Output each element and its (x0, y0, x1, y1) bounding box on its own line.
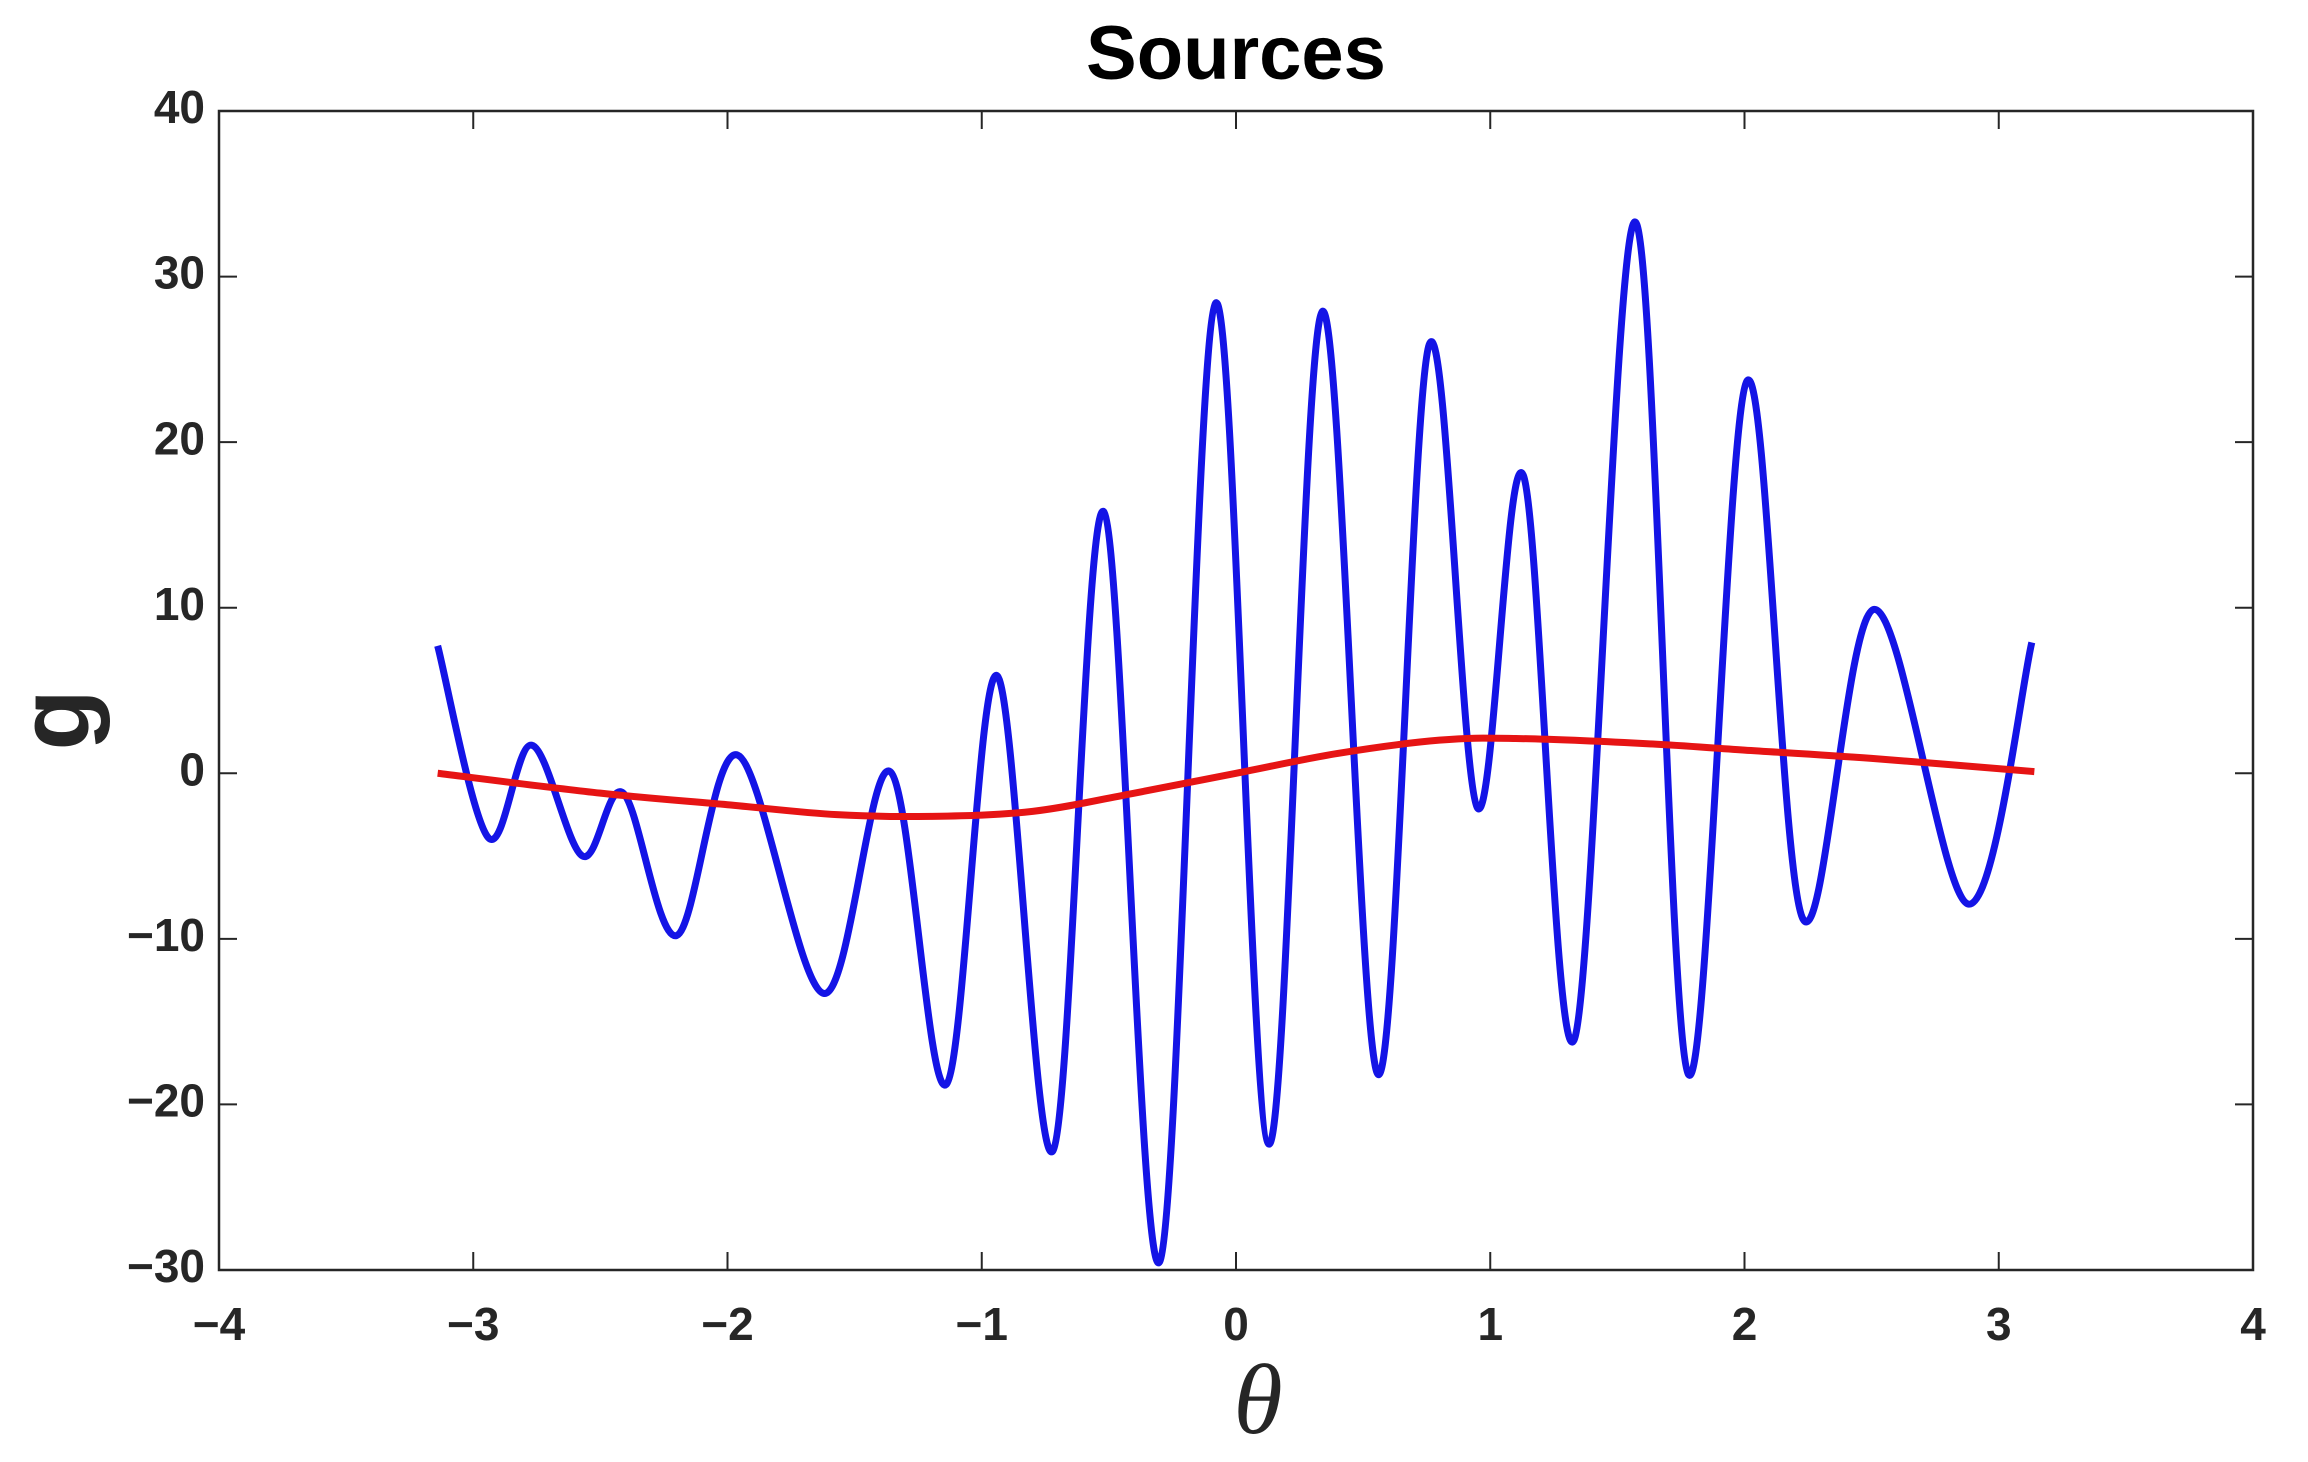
y-tick-label: −20 (127, 1075, 205, 1127)
y-tick-label: 10 (154, 578, 205, 630)
chart-title: Sources (1086, 11, 1386, 96)
y-tick-label: −10 (127, 909, 205, 961)
x-tick-label: −4 (193, 1298, 246, 1350)
y-tick-label: 40 (154, 81, 205, 133)
y-tick-label: 0 (179, 743, 205, 795)
x-tick-label: 2 (1732, 1298, 1758, 1350)
x-tick-label: 3 (1986, 1298, 2012, 1350)
plot-frame (217, 109, 2255, 1272)
data-line (437, 734, 2035, 821)
y-axis-label: g (0, 689, 110, 750)
data-line (434, 218, 2036, 1267)
x-tick-label: 0 (1223, 1298, 1249, 1350)
x-tick-label: −1 (956, 1298, 1008, 1350)
x-tick-label: 1 (1477, 1298, 1503, 1350)
y-tick-label: −30 (127, 1240, 205, 1292)
y-tick-label: 30 (154, 247, 205, 299)
y-tick-label: 20 (154, 412, 205, 464)
x-tick-label: 4 (2240, 1298, 2266, 1350)
x-axis-label: θ (1233, 1344, 1282, 1455)
x-tick-label: −3 (447, 1298, 499, 1350)
x-tick-label: −2 (701, 1298, 753, 1350)
